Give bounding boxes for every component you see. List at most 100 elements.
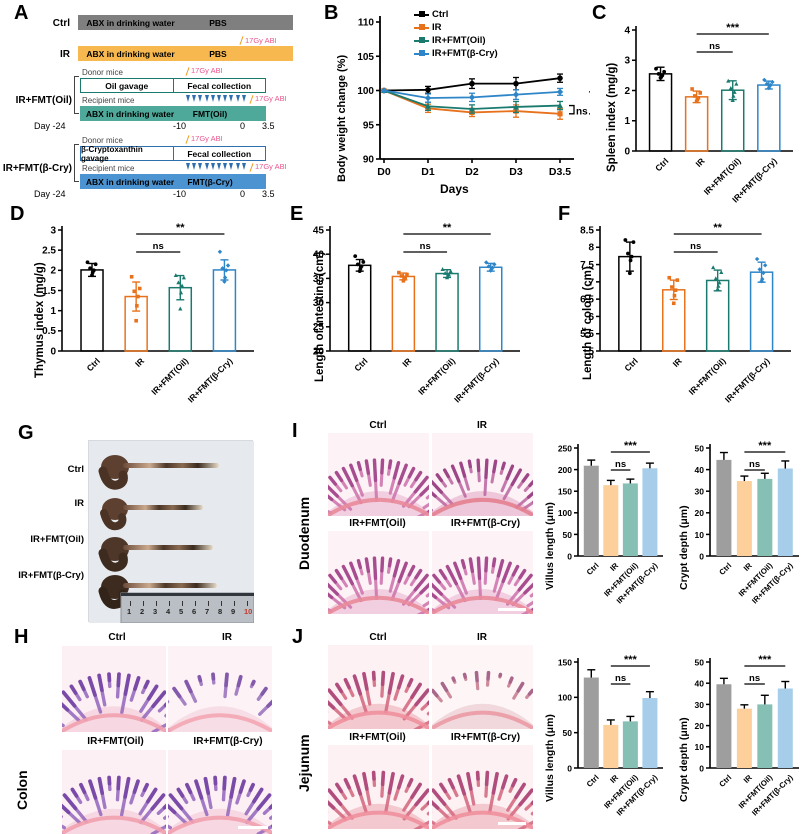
ruler-tick: 3 — [153, 607, 158, 616]
svg-text:ns: ns — [749, 673, 760, 684]
legend-label: IR+FMT(β-Cry) — [432, 48, 498, 59]
panel-i-villus-chart: Villus length (μm) 0 50 100 150 200 250 Ctrl IR… — [538, 412, 671, 620]
svg-text:IR: IR — [608, 561, 620, 573]
histology-texture — [432, 433, 533, 516]
panel-g-row-label: Ctrl — [67, 464, 84, 475]
svg-text:50: 50 — [695, 443, 705, 453]
panel-a-bracket-oil — [74, 76, 79, 114]
panel-a: A Ctrl ABX in drinking water PBS 17Gy AB… — [0, 0, 322, 200]
panel-g-ruler — [120, 592, 254, 623]
panel-j: J Jejunum Ctrl IR IR+FMT(Oil) IR+FMT(β-C… — [290, 622, 807, 834]
panel-a-fmt-arrows-oil — [186, 95, 246, 102]
panel-a-irradiation-mark-donor-oil — [185, 67, 190, 76]
ruler-tick: 2 — [140, 607, 145, 616]
ruler-tick: 7 — [205, 607, 210, 616]
svg-text:30: 30 — [313, 298, 325, 309]
panel-a-day-start-oil: Day -24 — [34, 121, 66, 131]
svg-text:20: 20 — [695, 508, 705, 518]
panel-g-letter: G — [18, 422, 34, 444]
panel-d: D Thymus index (mg/g) 0 0.5 1 1.5 2 2.5 3 Ctrl I… — [0, 200, 270, 405]
svg-text:95: 95 — [363, 120, 375, 131]
svg-text:D2: D2 — [465, 166, 479, 178]
panel-j-histology-ir — [432, 645, 533, 729]
svg-text:5: 5 — [588, 346, 594, 357]
panel-j-caption-fmt-oil: IR+FMT(Oil) — [349, 732, 406, 743]
legend-swatch — [414, 24, 429, 31]
panel-h-histology-ctrl — [62, 646, 166, 732]
panel-j-tissue-label: Jejunum — [296, 734, 312, 792]
panel-b-legend-item: IR — [414, 21, 498, 34]
svg-text:0: 0 — [699, 763, 704, 773]
panel-h-histology-ir — [168, 646, 272, 732]
panel-i-histology-ctrl — [328, 433, 429, 516]
svg-text:Ctrl: Ctrl — [585, 773, 601, 789]
svg-text:ns: ns — [615, 459, 626, 470]
panel-a-fmt-arrows-bcry — [186, 163, 246, 170]
svg-text:Ctrl: Ctrl — [585, 561, 601, 577]
svg-text:5.5: 5.5 — [580, 329, 594, 340]
svg-text:ns: ns — [576, 106, 588, 117]
svg-text:Ctrl: Ctrl — [352, 356, 369, 373]
svg-text:8: 8 — [588, 243, 594, 254]
svg-text:IR: IR — [693, 156, 706, 169]
svg-text:IR: IR — [742, 773, 754, 785]
histology-texture — [62, 646, 166, 732]
panel-f-letter: F — [558, 203, 571, 225]
panel-g-colon-image — [89, 441, 254, 623]
ruler-tick: 4 — [166, 607, 171, 616]
svg-text:***: *** — [726, 22, 740, 34]
legend-label: IR+FMT(Oil) — [432, 35, 486, 46]
histology-texture — [432, 745, 533, 829]
panel-h-histology-fmt-bcry — [168, 750, 272, 834]
panel-a-ctrl-seg1: ABX in drinking water — [86, 17, 175, 28]
svg-text:***: *** — [758, 654, 772, 666]
svg-text:ns: ns — [709, 41, 720, 52]
panel-h-letter: H — [14, 626, 29, 648]
svg-text:1: 1 — [50, 306, 56, 317]
histology-texture — [328, 645, 429, 729]
svg-text:***: *** — [624, 654, 638, 666]
svg-text:IR+FMT(Oil): IR+FMT(Oil) — [416, 356, 457, 397]
svg-text:35: 35 — [313, 274, 325, 285]
panel-a-recipient-label-bcry: Recipient mice — [82, 164, 135, 173]
panel-a-letter: A — [14, 2, 29, 24]
panel-g-ruler-ticks: 1 2 3 4 5 6 7 8 9 10 — [121, 601, 254, 623]
svg-text:D3: D3 — [509, 166, 523, 178]
panel-a-ir-seg1: ABX in drinking water — [86, 48, 175, 59]
panel-a-row-label-fmt-bcry: IR+FMT(β-Cry) — [2, 163, 72, 174]
svg-text:IR+FMT(β-Cry): IR+FMT(β-Cry) — [186, 356, 235, 405]
svg-text:Ctrl: Ctrl — [717, 561, 733, 577]
panel-g-photo: 1 2 3 4 5 6 7 8 9 10 — [88, 440, 254, 623]
panel-c-letter: C — [592, 2, 607, 24]
panel-g-row-label: IR+FMT(Oil) — [30, 534, 84, 545]
panel-a-bracket-bcry — [74, 144, 79, 182]
svg-text:ns: ns — [690, 241, 701, 252]
panel-j-caption-ctrl: Ctrl — [369, 632, 387, 643]
histology-texture — [168, 646, 272, 732]
panel-i-histology-fmt-oil — [328, 531, 429, 614]
panel-a-irradiation-recipient-bcry: 17Gy ABI — [255, 162, 287, 171]
panel-i-tissue-label: Duodenum — [296, 496, 312, 570]
svg-text:IR+FMT(Oil): IR+FMT(Oil) — [687, 356, 728, 397]
panel-j-villus-chart: Villus length (μm) 0 50 100 150 Ctrl IR IR+FMT… — [538, 622, 671, 834]
svg-text:ns: ns — [153, 241, 164, 252]
panel-a-bar-ir: ABX in drinking water PBS — [78, 46, 293, 61]
histology-texture — [328, 433, 429, 516]
svg-text:250: 250 — [558, 443, 572, 453]
histology-texture — [62, 750, 166, 834]
panel-a-bar-fmt-oil: ABX in drinking water FMT(Oil) — [80, 106, 266, 121]
svg-text:***: *** — [624, 440, 638, 452]
panel-a-day-mid-bcry: -10 — [173, 189, 187, 199]
panel-a-day-mid-oil: -10 — [173, 121, 187, 131]
svg-text:45: 45 — [313, 225, 325, 236]
panel-g-row-label: IR — [74, 498, 85, 509]
panel-f-plot: 5 5.5 6 6.5 7 7.5 8 8.5 Ctrl IR IR+FMT(Oil)IR+FMT(… — [580, 222, 791, 405]
svg-text:IR: IR — [742, 561, 754, 573]
panel-a-donor-label-oil: Donor mice — [82, 68, 123, 77]
svg-text:ns: ns — [420, 241, 431, 252]
panel-j-caption-ir: IR — [477, 632, 487, 643]
svg-text:10: 10 — [695, 742, 705, 752]
panel-h-histology-fmt-oil — [62, 750, 166, 834]
svg-text:Ctrl: Ctrl — [717, 773, 733, 789]
ruler-mark — [143, 601, 144, 606]
